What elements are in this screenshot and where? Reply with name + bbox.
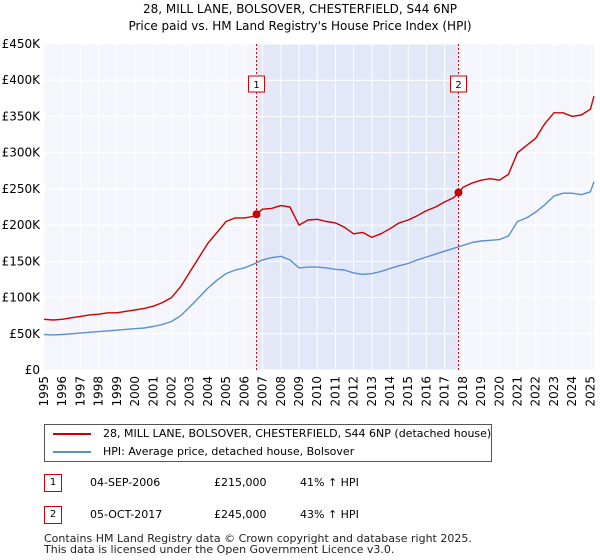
- x-tick-label: 2008: [274, 376, 288, 407]
- x-tick-label: 2019: [474, 376, 488, 407]
- x-tick-label: 2000: [128, 376, 142, 407]
- y-tick-label: £300K: [2, 146, 42, 160]
- y-tick-label: £100K: [2, 291, 42, 305]
- x-tick-label: 2025: [583, 376, 597, 407]
- x-tick-label: 2007: [256, 376, 270, 407]
- legend-swatch-property: [53, 433, 91, 435]
- x-tick-label: 2020: [492, 376, 506, 407]
- x-tick-label: 1997: [73, 376, 87, 407]
- chart-title: 28, MILL LANE, BOLSOVER, CHESTERFIELD, S…: [142, 2, 458, 16]
- x-tick-label: 2022: [529, 376, 543, 407]
- x-tick-label: 2012: [347, 376, 361, 407]
- sale-marker-box-1: [248, 75, 266, 93]
- sale-marker-box-2: [450, 75, 468, 93]
- sale-hpi-change: 43% ↑ HPI: [300, 508, 359, 521]
- sale-marker-2: 2: [44, 506, 62, 524]
- legend-swatch-hpi: [53, 451, 91, 453]
- footer-copyright: Contains HM Land Registry data © Crown c…: [44, 532, 472, 545]
- x-tick-label: 2002: [164, 376, 178, 407]
- x-tick-label: 1998: [92, 376, 106, 407]
- sale-price: £245,000: [214, 508, 267, 521]
- price-chart: 1 2 £0 £50K £100K £150K £200K £250K £300K £350K £…: [2, 37, 598, 407]
- sale-marker-label-1: 1: [253, 80, 259, 91]
- sale-marker-label-2: 2: [455, 80, 461, 91]
- x-tick-label: 2023: [547, 376, 561, 407]
- hpi-series-line: [43, 181, 595, 336]
- sale-price: £215,000: [214, 476, 267, 489]
- x-tick-label: 2010: [310, 376, 324, 407]
- property-series-line: [43, 96, 595, 321]
- sale-date: 05-OCT-2017: [90, 508, 163, 521]
- x-tick-label: 1995: [37, 376, 51, 407]
- sale-date: 04-SEP-2006: [90, 476, 161, 489]
- y-tick-label: £450K: [2, 37, 42, 51]
- legend-item-property: 28, MILL LANE, BOLSOVER, CHESTERFIELD, S…: [45, 425, 491, 443]
- x-tick-label: 2003: [183, 376, 197, 407]
- x-tick-label: 2018: [456, 376, 470, 407]
- y-tick-label: £350K: [2, 109, 42, 123]
- x-tick-label: 2005: [219, 376, 233, 407]
- y-tick-label: £400K: [2, 73, 42, 87]
- y-tick-label: £0: [25, 363, 40, 377]
- legend-label-property: 28, MILL LANE, BOLSOVER, CHESTERFIELD, S…: [103, 427, 492, 440]
- x-tick-label: 2015: [401, 376, 415, 407]
- sale-point-2: [454, 188, 463, 197]
- x-tick-label: 2001: [146, 376, 160, 407]
- x-tick-label: 2016: [419, 376, 433, 407]
- footer-licence: This data is licensed under the Open Gov…: [44, 543, 395, 556]
- x-tick-label: 2024: [565, 376, 579, 407]
- x-tick-label: 2014: [383, 376, 397, 407]
- y-tick-label: £250K: [2, 182, 42, 196]
- y-tick-label: £150K: [2, 254, 42, 268]
- sale-hpi-change: 41% ↑ HPI: [300, 476, 359, 489]
- legend: 28, MILL LANE, BOLSOVER, CHESTERFIELD, S…: [44, 424, 492, 462]
- x-tick-label: 1999: [110, 376, 124, 407]
- legend-item-hpi: HPI: Average price, detached house, Bols…: [45, 443, 491, 461]
- x-tick-label: 1996: [55, 376, 69, 407]
- x-tick-label: 2013: [365, 376, 379, 407]
- sale-marker-1: 1: [44, 474, 62, 492]
- legend-label-hpi: HPI: Average price, detached house, Bols…: [103, 445, 355, 458]
- x-tick-label: 2017: [438, 376, 452, 407]
- x-tick-label: 2011: [328, 376, 342, 407]
- x-tick-label: 2006: [237, 376, 251, 407]
- x-tick-label: 2009: [292, 376, 306, 407]
- chart-subtitle: Price paid vs. HM Land Registry's House …: [128, 19, 472, 33]
- x-tick-label: 2004: [201, 376, 215, 407]
- y-tick-label: £200K: [2, 218, 42, 232]
- y-tick-label: £50K: [9, 327, 41, 341]
- x-tick-label: 2021: [511, 376, 525, 407]
- sale-point-1: [252, 210, 261, 219]
